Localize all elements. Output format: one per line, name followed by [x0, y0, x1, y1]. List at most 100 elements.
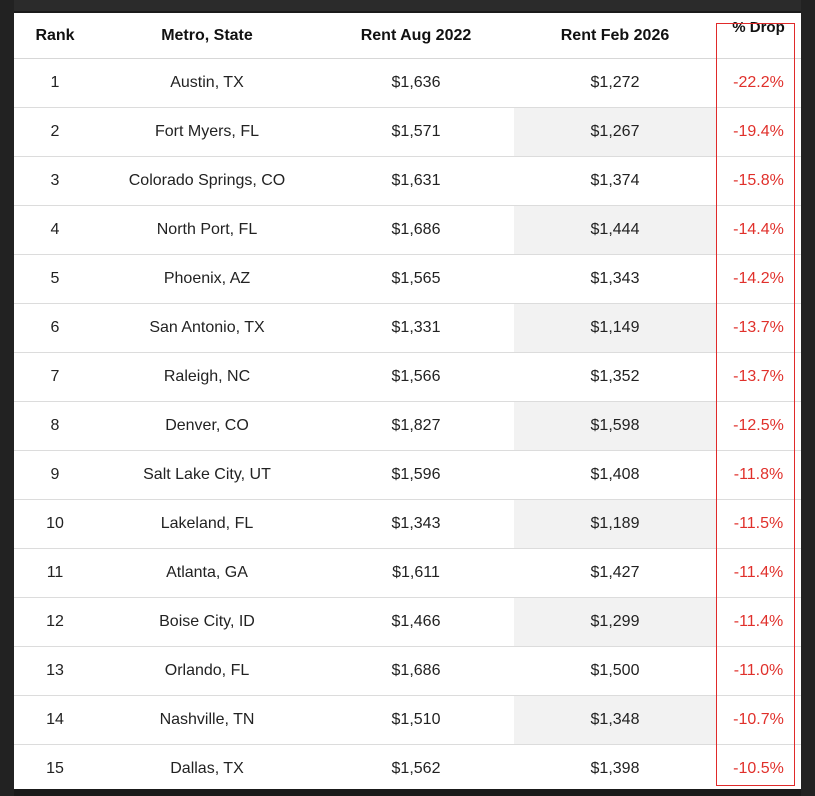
pct-drop-cell: -19.4%: [716, 107, 801, 157]
rent-aug-2022-cell: $1,631: [318, 156, 514, 206]
rent-drop-table-panel: Rank Metro, State Rent Aug 2022 Rent Feb…: [14, 13, 801, 789]
rent-aug-2022-cell: $1,686: [318, 205, 514, 255]
metro-cell: Salt Lake City, UT: [96, 450, 318, 500]
rank-cell: 15: [14, 744, 96, 789]
pct-drop-cell: -13.7%: [716, 352, 801, 402]
rent-aug-2022-cell: $1,562: [318, 744, 514, 789]
rank-cell: 9: [14, 450, 96, 500]
metro-cell: Nashville, TN: [96, 695, 318, 745]
table-row: 7 Raleigh, NC $1,566 $1,352 -13.7%: [14, 352, 801, 402]
rent-feb-2026-cell: $1,299: [514, 597, 716, 647]
rent-aug-2022-cell: $1,510: [318, 695, 514, 745]
pct-drop-cell: -11.8%: [716, 450, 801, 500]
rank-cell: 4: [14, 205, 96, 255]
rent-feb-2026-cell: $1,374: [514, 156, 716, 206]
rank-cell: 7: [14, 352, 96, 402]
rank-cell: 11: [14, 548, 96, 598]
rank-cell: 1: [14, 58, 96, 108]
rent-feb-2026-cell: $1,500: [514, 646, 716, 696]
rent-feb-2026-cell: $1,352: [514, 352, 716, 402]
rent-feb-2026-cell: $1,408: [514, 450, 716, 500]
table-row: 3 Colorado Springs, CO $1,631 $1,374 -15.8%: [14, 156, 801, 206]
table-row: 13 Orlando, FL $1,686 $1,500 -11.0%: [14, 646, 801, 696]
rank-cell: 2: [14, 107, 96, 157]
rent-aug-2022-cell: $1,611: [318, 548, 514, 598]
rent-aug-2022-cell: $1,827: [318, 401, 514, 451]
table-row: 4 North Port, FL $1,686 $1,444 -14.4%: [14, 205, 801, 255]
table-row: 15 Dallas, TX $1,562 $1,398 -10.5%: [14, 744, 801, 789]
header-metro: Metro, State: [96, 13, 318, 59]
rent-aug-2022-cell: $1,686: [318, 646, 514, 696]
metro-cell: Raleigh, NC: [96, 352, 318, 402]
pct-drop-cell: -12.5%: [716, 401, 801, 451]
header-rank: Rank: [14, 13, 96, 59]
rent-aug-2022-cell: $1,571: [318, 107, 514, 157]
rent-aug-2022-cell: $1,636: [318, 58, 514, 108]
rank-cell: 5: [14, 254, 96, 304]
metro-cell: Atlanta, GA: [96, 548, 318, 598]
metro-cell: Boise City, ID: [96, 597, 318, 647]
metro-cell: Fort Myers, FL: [96, 107, 318, 157]
rent-aug-2022-cell: $1,466: [318, 597, 514, 647]
metro-cell: Lakeland, FL: [96, 499, 318, 549]
pct-drop-cell: -11.5%: [716, 499, 801, 549]
rent-feb-2026-cell: $1,189: [514, 499, 716, 549]
table-row: 9 Salt Lake City, UT $1,596 $1,408 -11.8%: [14, 450, 801, 500]
table-row: 5 Phoenix, AZ $1,565 $1,343 -14.2%: [14, 254, 801, 304]
rent-aug-2022-cell: $1,566: [318, 352, 514, 402]
rent-aug-2022-cell: $1,565: [318, 254, 514, 304]
rent-feb-2026-cell: $1,427: [514, 548, 716, 598]
rent-aug-2022-cell: $1,331: [318, 303, 514, 353]
metro-cell: Orlando, FL: [96, 646, 318, 696]
rank-cell: 3: [14, 156, 96, 206]
metro-cell: San Antonio, TX: [96, 303, 318, 353]
metro-cell: Colorado Springs, CO: [96, 156, 318, 206]
pct-drop-cell: -11.4%: [716, 548, 801, 598]
rent-feb-2026-cell: $1,267: [514, 107, 716, 157]
pct-drop-cell: -15.8%: [716, 156, 801, 206]
pct-drop-cell: -11.4%: [716, 597, 801, 647]
rent-drop-table: Rank Metro, State Rent Aug 2022 Rent Feb…: [14, 13, 801, 789]
table-row: 6 San Antonio, TX $1,331 $1,149 -13.7%: [14, 303, 801, 353]
table-row: 10 Lakeland, FL $1,343 $1,189 -11.5%: [14, 499, 801, 549]
metro-cell: Phoenix, AZ: [96, 254, 318, 304]
table-row: 1 Austin, TX $1,636 $1,272 -22.2%: [14, 58, 801, 108]
left-border: [0, 0, 14, 796]
rent-aug-2022-cell: $1,596: [318, 450, 514, 500]
pct-drop-cell: -22.2%: [716, 58, 801, 108]
rank-cell: 12: [14, 597, 96, 647]
pct-drop-cell: -10.7%: [716, 695, 801, 745]
metro-cell: Denver, CO: [96, 401, 318, 451]
metro-cell: Dallas, TX: [96, 744, 318, 789]
rent-feb-2026-cell: $1,343: [514, 254, 716, 304]
right-border: [801, 0, 815, 796]
pct-drop-cell: -11.0%: [716, 646, 801, 696]
rank-cell: 10: [14, 499, 96, 549]
metro-cell: North Port, FL: [96, 205, 318, 255]
pct-drop-cell: -10.5%: [716, 744, 801, 789]
rent-feb-2026-cell: $1,272: [514, 58, 716, 108]
rent-feb-2026-cell: $1,398: [514, 744, 716, 789]
rank-cell: 13: [14, 646, 96, 696]
table-row: 14 Nashville, TN $1,510 $1,348 -10.7%: [14, 695, 801, 745]
table-header: Rank Metro, State Rent Aug 2022 Rent Feb…: [14, 13, 801, 59]
rent-aug-2022-cell: $1,343: [318, 499, 514, 549]
rank-cell: 8: [14, 401, 96, 451]
pct-drop-cell: -14.2%: [716, 254, 801, 304]
header-rent-feb-2026: Rent Feb 2026: [514, 13, 716, 59]
table-body: 1 Austin, TX $1,636 $1,272 -22.2% 2 Fort Myers…: [14, 58, 801, 789]
rent-feb-2026-cell: $1,444: [514, 205, 716, 255]
table-row: 12 Boise City, ID $1,466 $1,299 -11.4%: [14, 597, 801, 647]
header-pct-drop: % Drop: [716, 13, 801, 59]
metro-cell: Austin, TX: [96, 58, 318, 108]
rent-feb-2026-cell: $1,598: [514, 401, 716, 451]
table-row: 11 Atlanta, GA $1,611 $1,427 -11.4%: [14, 548, 801, 598]
rent-feb-2026-cell: $1,348: [514, 695, 716, 745]
rank-cell: 6: [14, 303, 96, 353]
rank-cell: 14: [14, 695, 96, 745]
header-row: Rank Metro, State Rent Aug 2022 Rent Feb…: [14, 13, 801, 59]
table-row: 8 Denver, CO $1,827 $1,598 -12.5%: [14, 401, 801, 451]
header-rent-aug-2022: Rent Aug 2022: [318, 13, 514, 59]
pct-drop-cell: -14.4%: [716, 205, 801, 255]
rent-feb-2026-cell: $1,149: [514, 303, 716, 353]
